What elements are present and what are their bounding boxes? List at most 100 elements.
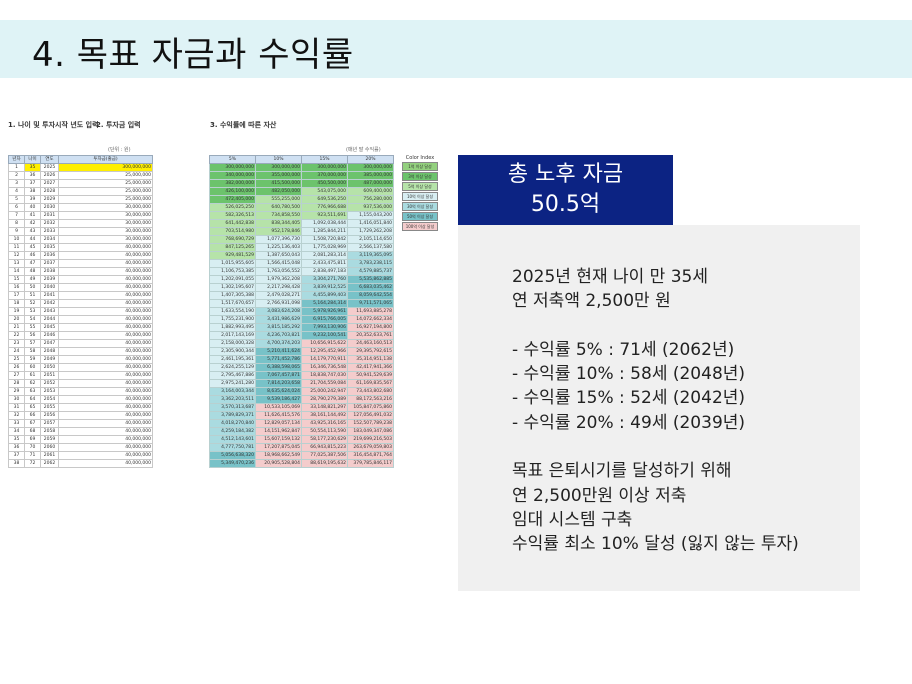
table-cell[interactable]: 30,000,000 (58, 227, 153, 236)
table-cell[interactable]: 10 (8, 235, 25, 244)
table-cell[interactable]: 2048 (40, 347, 59, 356)
table-cell[interactable]: 21 (8, 323, 25, 332)
table-cell[interactable]: 6 (8, 203, 25, 212)
table-cell[interactable]: 40,000,000 (58, 379, 153, 388)
table-cell[interactable]: 33 (8, 419, 25, 428)
table-cell[interactable]: 2030 (40, 203, 59, 212)
table-cell[interactable]: 49 (24, 275, 41, 284)
table-cell[interactable]: 25,000,000 (58, 187, 153, 196)
table-cell[interactable]: 2037 (40, 259, 59, 268)
table-cell[interactable]: 40,000,000 (58, 243, 153, 252)
table-cell[interactable]: 2044 (40, 315, 59, 324)
table-cell[interactable]: 45 (24, 243, 41, 252)
table-cell[interactable]: 40,000,000 (58, 411, 153, 420)
table-cell[interactable]: 48 (24, 267, 41, 276)
table-cell[interactable]: 72 (24, 459, 41, 468)
table-cell[interactable]: 40,000,000 (58, 307, 153, 316)
table-cell[interactable]: 51 (24, 291, 41, 300)
table-cell[interactable]: 26 (8, 363, 25, 372)
table-cell[interactable]: 35 (24, 163, 41, 172)
table-cell[interactable]: 2052 (40, 379, 59, 388)
table-cell[interactable]: 2039 (40, 275, 59, 284)
table-cell[interactable]: 2041 (40, 291, 59, 300)
table-cell[interactable]: 300,000,000 (58, 163, 153, 172)
table-cell[interactable]: 17 (8, 291, 25, 300)
table-cell[interactable]: 47 (24, 259, 41, 268)
table-cell[interactable]: 40,000,000 (58, 387, 153, 396)
table-cell[interactable]: 2043 (40, 307, 59, 316)
table-cell[interactable]: 36 (24, 171, 41, 180)
table-cell[interactable]: 4 (8, 187, 25, 196)
table-cell[interactable]: 40,000,000 (58, 371, 153, 380)
table-cell[interactable]: 8 (8, 219, 25, 228)
table-cell[interactable]: 22 (8, 331, 25, 340)
table-cell[interactable]: 18 (8, 299, 25, 308)
table-cell[interactable]: 53 (24, 307, 41, 316)
table-cell[interactable]: 2026 (40, 171, 59, 180)
table-cell[interactable]: 64 (24, 395, 41, 404)
table-cell[interactable]: 25,000,000 (58, 171, 153, 180)
table-cell[interactable]: 7 (8, 211, 25, 220)
table-cell[interactable]: 56 (24, 331, 41, 340)
table-cell[interactable]: 43 (24, 227, 41, 236)
table-cell[interactable]: 2049 (40, 355, 59, 364)
table-cell[interactable]: 2054 (40, 395, 59, 404)
table-cell[interactable]: 2059 (40, 435, 59, 444)
table-cell[interactable]: 69 (24, 435, 41, 444)
table-cell[interactable]: 40,000,000 (58, 251, 153, 260)
table-cell[interactable]: 71 (24, 451, 41, 460)
table-cell[interactable]: 50 (24, 283, 41, 292)
table-cell[interactable]: 29 (8, 387, 25, 396)
table-cell[interactable]: 67 (24, 419, 41, 428)
table-cell[interactable]: 40 (24, 203, 41, 212)
table-cell[interactable]: 70 (24, 443, 41, 452)
table-cell[interactable]: 2029 (40, 195, 59, 204)
table-cell[interactable]: 58 (24, 347, 41, 356)
table-cell[interactable]: 9 (8, 227, 25, 236)
table-cell[interactable]: 57 (24, 339, 41, 348)
table-cell[interactable]: 40,000,000 (58, 347, 153, 356)
table-cell[interactable]: 30,000,000 (58, 211, 153, 220)
table-cell[interactable]: 40,000,000 (58, 315, 153, 324)
table-cell[interactable]: 2061 (40, 451, 59, 460)
table-cell[interactable]: 27 (8, 371, 25, 380)
table-cell[interactable]: 16 (8, 283, 25, 292)
table-cell[interactable]: 40,000,000 (58, 395, 153, 404)
table-cell[interactable]: 2040 (40, 283, 59, 292)
table-cell[interactable]: 40,000,000 (58, 363, 153, 372)
table-cell[interactable]: 2053 (40, 387, 59, 396)
table-cell[interactable]: 36 (8, 443, 25, 452)
table-cell[interactable]: 59 (24, 355, 41, 364)
table-cell[interactable]: 54 (24, 315, 41, 324)
table-cell[interactable]: 2031 (40, 211, 59, 220)
table-cell[interactable]: 40,000,000 (58, 283, 153, 292)
table-cell[interactable]: 1 (8, 163, 25, 172)
table-cell[interactable]: 12 (8, 251, 25, 260)
table-cell[interactable]: 2033 (40, 227, 59, 236)
table-cell[interactable]: 46 (24, 251, 41, 260)
table-cell[interactable]: 39 (24, 195, 41, 204)
table-cell[interactable]: 2056 (40, 411, 59, 420)
table-cell[interactable]: 68 (24, 427, 41, 436)
table-cell[interactable]: 60 (24, 363, 41, 372)
table-cell[interactable]: 40,000,000 (58, 443, 153, 452)
table-cell[interactable]: 40,000,000 (58, 459, 153, 468)
table-cell[interactable]: 40,000,000 (58, 403, 153, 412)
table-cell[interactable]: 40,000,000 (58, 419, 153, 428)
table-cell[interactable]: 40,000,000 (58, 435, 153, 444)
table-cell[interactable]: 44 (24, 235, 41, 244)
table-cell[interactable]: 40,000,000 (58, 291, 153, 300)
table-cell[interactable]: 2035 (40, 243, 59, 252)
table-cell[interactable]: 2027 (40, 179, 59, 188)
table-cell[interactable]: 14 (8, 267, 25, 276)
table-cell[interactable]: 40,000,000 (58, 259, 153, 268)
table-cell[interactable]: 2050 (40, 363, 59, 372)
table-cell[interactable]: 2051 (40, 371, 59, 380)
table-cell[interactable]: 25,000,000 (58, 195, 153, 204)
table-cell[interactable]: 2045 (40, 323, 59, 332)
table-cell[interactable]: 2047 (40, 339, 59, 348)
table-cell[interactable]: 25,000,000 (58, 179, 153, 188)
table-cell[interactable]: 2042 (40, 299, 59, 308)
table-cell[interactable]: 31 (8, 403, 25, 412)
table-cell[interactable]: 38 (24, 187, 41, 196)
